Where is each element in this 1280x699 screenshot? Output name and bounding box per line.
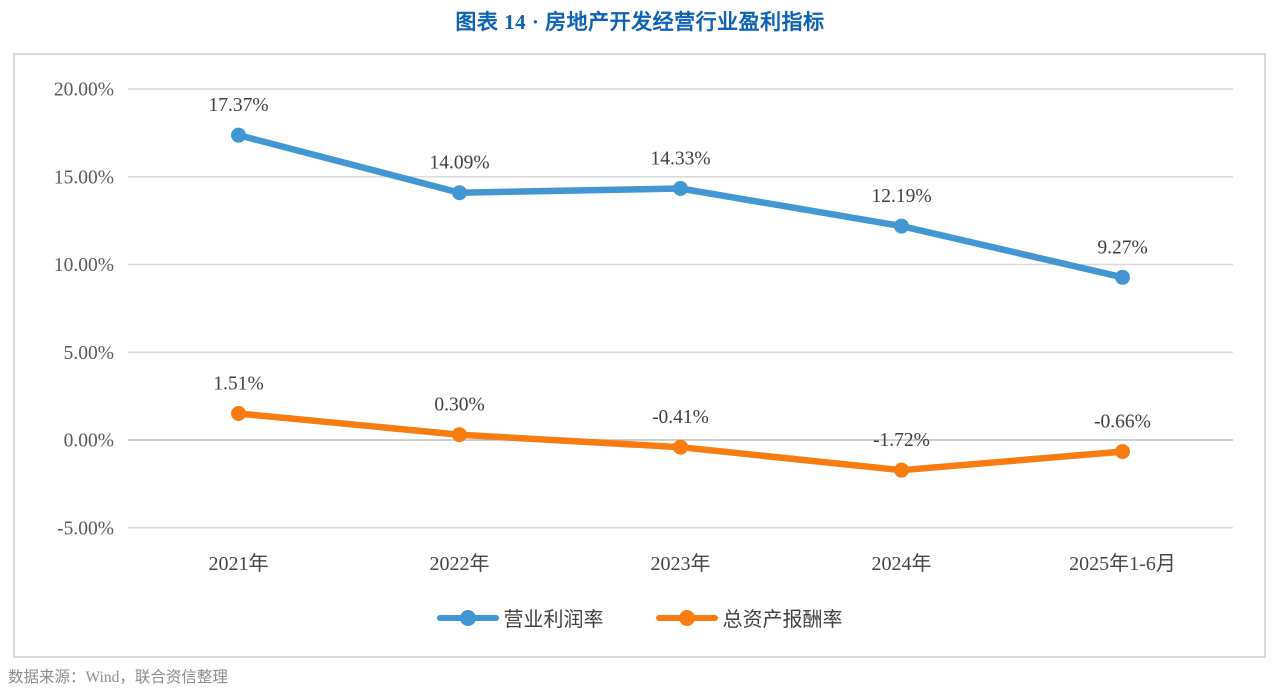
- data-point-label: 17.37%: [208, 95, 268, 116]
- data-point-label: 12.19%: [871, 186, 931, 207]
- x-axis-label: 2025年1-6月: [1069, 552, 1176, 575]
- chart-svg: 20.00% 15.00% 10.00% 5.00% 0.00% -5.00% 2021年 2…: [54, 80, 1233, 575]
- data-point-marker: [452, 427, 467, 443]
- data-point-label: -1.72%: [873, 430, 930, 451]
- data-point-marker: [894, 218, 909, 234]
- data-point-marker: [673, 439, 688, 455]
- data-point-label: 14.09%: [429, 153, 489, 174]
- data-point-label: 1.51%: [213, 373, 263, 394]
- x-axis-label: 2023年: [651, 552, 711, 575]
- data-point-label: -0.41%: [652, 407, 709, 428]
- y-axis-tick-label: 15.00%: [54, 167, 114, 188]
- data-point-marker: [452, 185, 467, 201]
- data-point-marker: [673, 181, 688, 197]
- data-point-label: -0.66%: [1094, 412, 1151, 433]
- data-source-note: 数据来源：Wind，联合资信整理: [8, 669, 228, 686]
- y-axis-tick-label: -5.00%: [57, 518, 114, 539]
- x-axis-label: 2022年: [430, 552, 490, 575]
- legend-label: 营业利润率: [503, 609, 604, 631]
- legend-label: 总资产报酬率: [722, 609, 843, 631]
- legend-item-operating-profit-margin: 营业利润率: [436, 603, 604, 632]
- y-axis-tick-label: 20.00%: [54, 80, 114, 101]
- plot-area-frame: 20.00% 15.00% 10.00% 5.00% 0.00% -5.00% 2021年 2…: [13, 53, 1266, 658]
- x-axis-label: 2021年: [209, 552, 269, 575]
- data-point-label: 9.27%: [1097, 237, 1147, 258]
- data-point-marker: [231, 127, 246, 143]
- y-axis-tick-label: 10.00%: [54, 255, 114, 276]
- data-point-marker: [1115, 269, 1130, 285]
- chart-legend: 营业利润率 总资产报酬率: [15, 603, 1264, 632]
- y-axis-tick-label: 5.00%: [64, 343, 114, 364]
- data-point-label: 14.33%: [650, 149, 710, 170]
- x-axis-label: 2024年: [872, 552, 932, 575]
- data-point-marker: [231, 405, 246, 421]
- legend-line-marker-icon: [655, 609, 718, 627]
- data-point-marker: [1115, 444, 1130, 460]
- chart-title: 图表 14 · 房地产开发经营行业盈利指标: [455, 10, 825, 34]
- legend-line-marker-icon: [436, 609, 499, 627]
- y-axis-tick-label: 0.00%: [64, 431, 114, 452]
- data-point-marker: [894, 462, 909, 478]
- legend-item-return-on-total-assets: 总资产报酬率: [655, 603, 843, 632]
- data-point-label: 0.30%: [434, 395, 484, 416]
